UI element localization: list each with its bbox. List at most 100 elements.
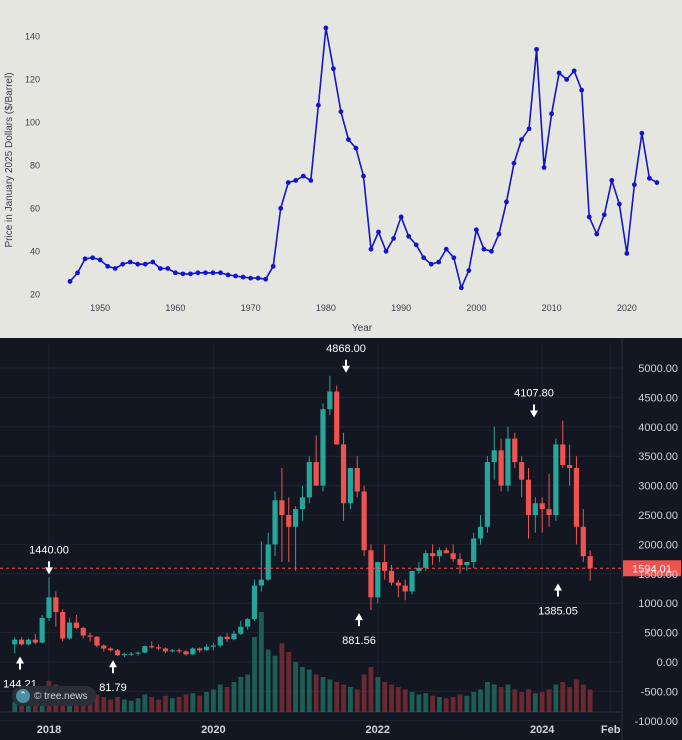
candle-body — [409, 570, 415, 592]
candle-body — [299, 497, 306, 510]
candle-body — [60, 612, 66, 639]
data-point — [331, 66, 336, 72]
data-point — [601, 212, 607, 218]
candle-body — [12, 639, 18, 645]
candle-body — [464, 562, 470, 565]
candle-body — [368, 550, 374, 598]
data-point — [579, 87, 585, 93]
candle-body — [53, 597, 59, 613]
data-point — [323, 25, 329, 31]
volume-bar — [163, 695, 168, 712]
candle-body — [553, 444, 559, 515]
candle-body — [436, 550, 443, 557]
data-point — [594, 231, 600, 237]
candle-body — [245, 619, 251, 627]
data-point — [616, 201, 622, 207]
y-tick-label: 100 — [25, 117, 40, 127]
volume-bar — [238, 677, 244, 712]
candle-body — [340, 444, 347, 504]
watermark-text: © tree.news — [34, 690, 88, 702]
candle-body — [108, 648, 114, 651]
y-tick-label: 500.00 — [644, 628, 678, 640]
arrow-down-icon — [45, 567, 53, 575]
data-point — [127, 259, 133, 265]
candle-body — [402, 585, 408, 592]
candle-body — [375, 562, 381, 598]
candle-body — [46, 597, 52, 618]
data-point — [90, 255, 96, 261]
volume-bar — [108, 699, 114, 712]
series-line — [69, 27, 658, 291]
data-point — [293, 178, 299, 183]
candle-body — [539, 503, 545, 510]
volume-bar — [94, 694, 100, 712]
candle-body — [142, 646, 148, 653]
volume-bar — [341, 684, 346, 712]
price-annotation: 4868.00 — [326, 343, 366, 355]
watermark-badge: ⌃ © tree.news — [12, 686, 96, 706]
data-point — [586, 214, 592, 220]
candle-body — [73, 622, 79, 628]
arrow-up-icon — [554, 583, 562, 591]
volume-bar — [430, 695, 435, 712]
data-point — [451, 255, 457, 261]
volume-bar — [505, 684, 511, 712]
candle-body — [258, 579, 264, 586]
data-point — [647, 175, 652, 181]
volume-bar — [169, 698, 175, 712]
volume-bar — [265, 649, 271, 712]
candle-body — [190, 648, 196, 655]
candlestick-chart-panel: 1594.01 5000.00 4500.00 4000.00 3500.00 3000.… — [0, 338, 682, 740]
data-point — [519, 137, 524, 142]
data-point — [376, 229, 381, 235]
candle-body — [334, 391, 340, 445]
volume-bar — [361, 674, 367, 712]
x-tick-label: 2010 — [542, 303, 562, 313]
y-tick-label: 20 — [30, 289, 40, 299]
volume-bar — [121, 699, 127, 712]
data-point — [511, 160, 517, 166]
data-point — [75, 270, 80, 276]
data-point — [368, 246, 374, 252]
volume-bar — [272, 655, 278, 712]
volume-bar — [26, 700, 31, 712]
volume-bar — [375, 677, 381, 712]
y-tick-label: 3000.00 — [638, 481, 678, 493]
volume-bar — [101, 697, 107, 712]
x-tick-label: 2000 — [466, 303, 486, 313]
volume-bar — [293, 662, 298, 712]
price-annotation: 1440.00 — [29, 544, 69, 556]
data-point — [300, 173, 306, 179]
data-point — [481, 246, 487, 252]
volume-bar — [553, 684, 559, 712]
y-tick-label: 3500.00 — [638, 451, 678, 463]
data-point — [458, 285, 464, 291]
volume-bar — [450, 697, 456, 712]
data-point — [609, 178, 615, 183]
candle-body — [457, 559, 463, 565]
candle-body — [306, 462, 312, 498]
candle-body — [169, 650, 175, 652]
volume-bar — [368, 667, 374, 712]
data-point — [278, 205, 284, 211]
candle-body — [224, 636, 230, 640]
candle-body — [128, 653, 134, 655]
y-tick-label: 4000.00 — [638, 422, 678, 434]
candle-body — [320, 409, 326, 486]
data-point — [654, 180, 660, 185]
data-point — [473, 227, 479, 233]
data-point — [504, 199, 509, 205]
data-point — [338, 109, 344, 115]
candle-body — [580, 526, 586, 557]
candle-body — [525, 479, 532, 515]
data-point — [534, 46, 539, 52]
candle-body — [293, 509, 299, 527]
x-tick-label: 1950 — [90, 303, 110, 313]
x-tick-label: 2018 — [37, 724, 61, 736]
volume-bar — [12, 702, 18, 712]
candle-body — [279, 500, 285, 515]
volume-bar — [546, 689, 552, 712]
x-tick-label: Feb — [601, 724, 621, 736]
y-tick-label: 60 — [30, 203, 40, 213]
data-point — [421, 255, 427, 261]
